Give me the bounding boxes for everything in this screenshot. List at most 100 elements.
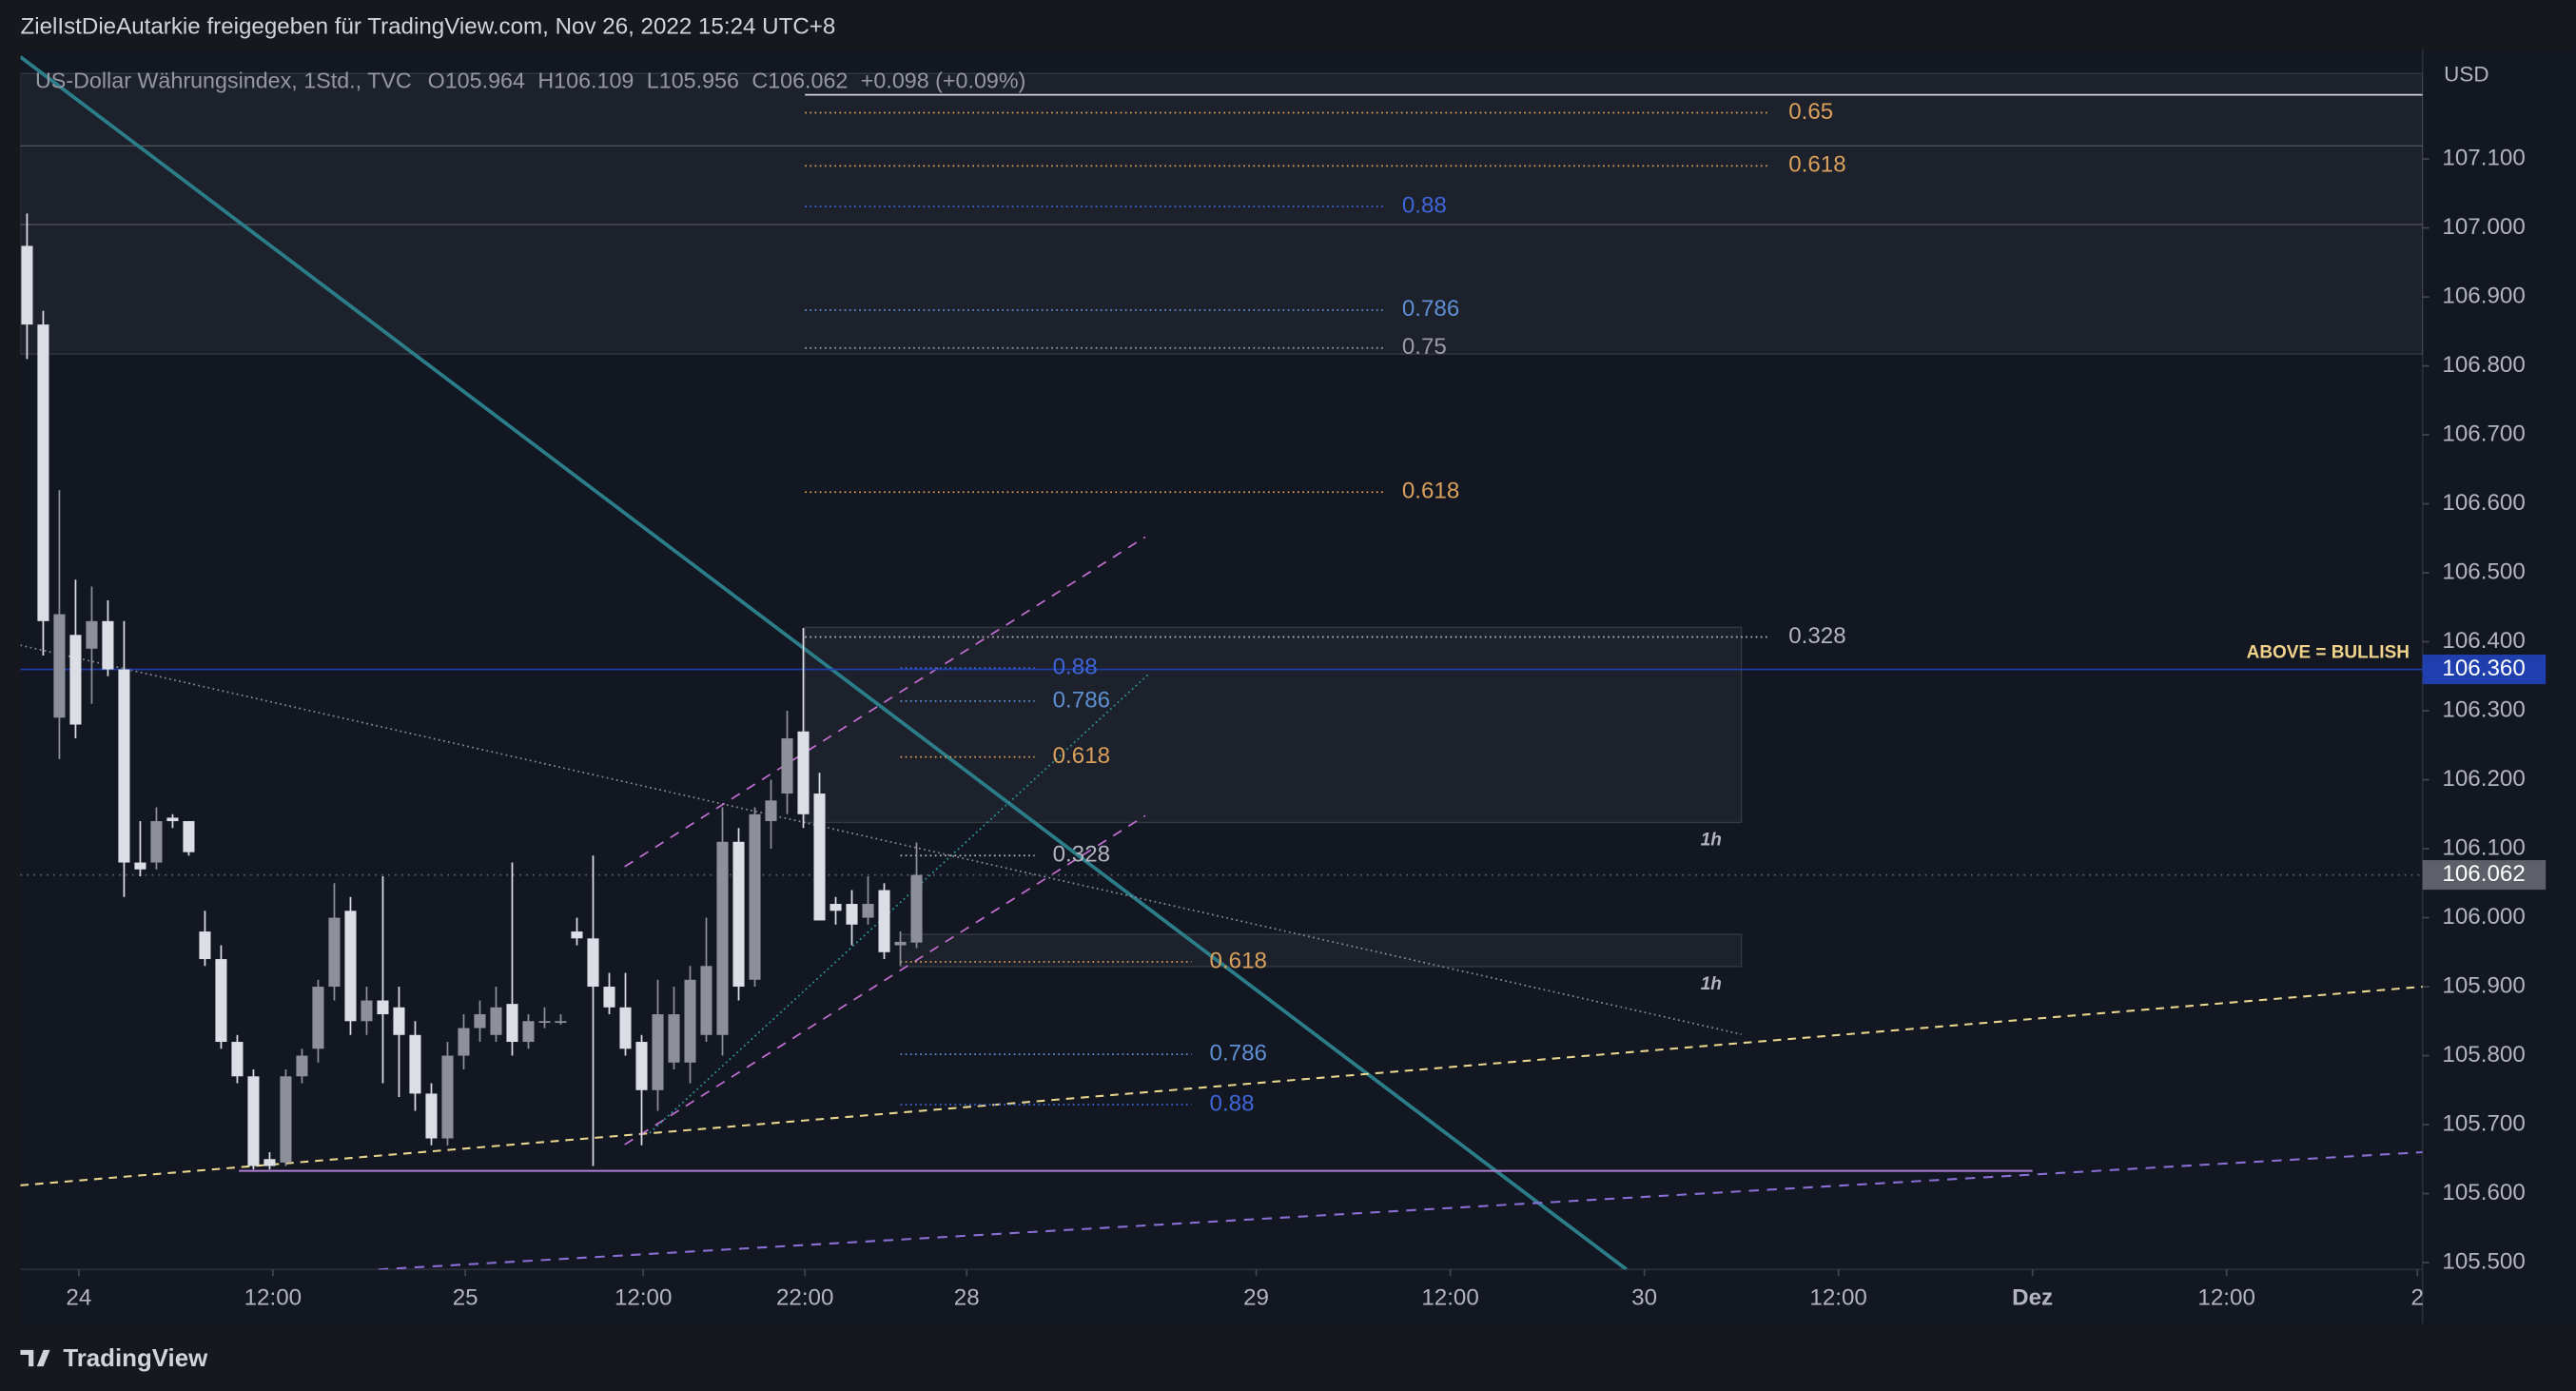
trend-line: [624, 536, 1146, 868]
candle-body: [781, 738, 793, 794]
plot: [20, 55, 2423, 1270]
x-tick-label: 12:00: [615, 1285, 672, 1311]
c-value: 106.062: [768, 68, 848, 92]
candle-body: [377, 1000, 389, 1015]
logo-icon: [20, 1349, 50, 1367]
symbol: US-Dollar Währungsindex, 1Std., TVC: [35, 68, 412, 92]
fib-label: 0.786: [1053, 687, 1110, 713]
h-value: 106.109: [554, 68, 634, 92]
trend-line: [20, 986, 2423, 1186]
currency: USD: [2444, 62, 2488, 86]
fib-label: 0.65: [1788, 99, 1833, 125]
y-tick-label: 106.900: [2442, 283, 2525, 308]
fib-label: 0.618: [1053, 743, 1110, 769]
price-tag: [2422, 655, 2547, 685]
y-tick-label: 105.600: [2442, 1180, 2525, 1205]
fib-label: 0.618: [1402, 479, 1459, 504]
candle-body: [441, 1055, 454, 1139]
candle-body: [700, 966, 712, 1035]
candle-body: [635, 1042, 648, 1090]
h-label: H: [537, 68, 554, 92]
y-tick-label: 106.800: [2442, 352, 2525, 378]
trend-line: [20, 55, 1629, 1270]
price-tag: [2422, 860, 2547, 891]
candle-body: [732, 841, 745, 988]
candle-body: [150, 821, 163, 863]
y-tick-label: 106.500: [2442, 558, 2525, 584]
price-tag-label: 106.360: [2442, 656, 2525, 681]
zone: [20, 145, 2423, 225]
x-tick-label: 28: [954, 1285, 980, 1311]
zone: [20, 224, 2423, 355]
candle-body: [361, 1000, 373, 1022]
l-label: L: [647, 68, 659, 92]
fib-label: 0.786: [1210, 1040, 1267, 1066]
candle-body: [231, 1042, 244, 1077]
candle-body: [199, 931, 211, 960]
candle-body: [538, 1021, 551, 1024]
candle-body: [37, 324, 49, 621]
y-tick-label: 106.700: [2442, 421, 2525, 446]
x-tick-label: 12:00: [2197, 1285, 2254, 1311]
y-tick-label: 106.100: [2442, 834, 2525, 860]
candle-body: [797, 731, 810, 814]
zone: [804, 626, 1743, 824]
candle-body: [328, 917, 341, 988]
candle-body: [21, 245, 33, 325]
candle-body: [619, 1007, 632, 1049]
y-tick-label: 106.400: [2442, 628, 2525, 654]
candle-body: [86, 620, 98, 649]
candle-body: [668, 1014, 680, 1063]
x-tick-label: 25: [453, 1285, 478, 1311]
fib-label: 0.88: [1053, 654, 1098, 679]
zone-label: 1h: [1701, 830, 1722, 850]
x-tick-label: 2: [2411, 1285, 2424, 1311]
zone: [20, 72, 2423, 147]
x-tick-label: 12:00: [1421, 1285, 1478, 1311]
y-tick-label: 106.000: [2442, 904, 2525, 930]
overlay: 1h 1h 107.100 107.000 106.900 106.800 106.700 1…: [66, 99, 2547, 1311]
candle-body: [813, 793, 826, 921]
y-tick-label: 106.200: [2442, 766, 2525, 792]
fib-label: 0.618: [1210, 948, 1267, 973]
change: +0.098 (+0.09%): [861, 68, 1026, 92]
candle-body: [587, 938, 599, 988]
zone: [899, 933, 1743, 968]
x-tick-label: 22:00: [776, 1285, 833, 1311]
candle-body: [749, 813, 761, 980]
candle-body: [280, 1076, 292, 1163]
candle-body: [53, 614, 66, 718]
x-tick-label: 30: [1631, 1285, 1657, 1311]
logo: TradingView: [20, 1345, 208, 1372]
candle-body: [247, 1076, 260, 1166]
y-tick-label: 106.600: [2442, 490, 2525, 516]
fib-label: 0.618: [1788, 152, 1845, 178]
y-tick-label: 105.500: [2442, 1248, 2525, 1274]
y-tick-label: 105.900: [2442, 972, 2525, 998]
y-tick-label: 107.100: [2442, 145, 2525, 170]
candle-body: [393, 1007, 405, 1035]
x-tick-label: 12:00: [244, 1285, 302, 1311]
o-label: O: [428, 68, 445, 92]
price-tag-label: 106.062: [2442, 861, 2525, 887]
x-tick-label: 29: [1243, 1285, 1269, 1311]
x-tick-label: Dez: [2012, 1285, 2053, 1311]
y-tick-label: 107.000: [2442, 214, 2525, 240]
candle-body: [312, 987, 324, 1049]
candle-body: [846, 904, 858, 925]
candle-body: [183, 821, 195, 852]
y-tick-label: 106.300: [2442, 696, 2525, 722]
trend-line: [20, 644, 1742, 1035]
l-value: 105.956: [659, 68, 739, 92]
candle-body: [894, 941, 907, 946]
candle-body: [409, 1034, 421, 1094]
candle-body: [684, 979, 696, 1063]
y-tick-label: 105.800: [2442, 1042, 2525, 1068]
fib-label: 0.328: [1788, 623, 1845, 649]
candle-body: [425, 1093, 438, 1139]
candle-body: [603, 987, 615, 1008]
x-tick-label: 24: [66, 1285, 91, 1311]
candle-body: [506, 1004, 518, 1043]
share-title: ZielIstDieAutarkie freigegeben für Tradi…: [20, 14, 835, 40]
